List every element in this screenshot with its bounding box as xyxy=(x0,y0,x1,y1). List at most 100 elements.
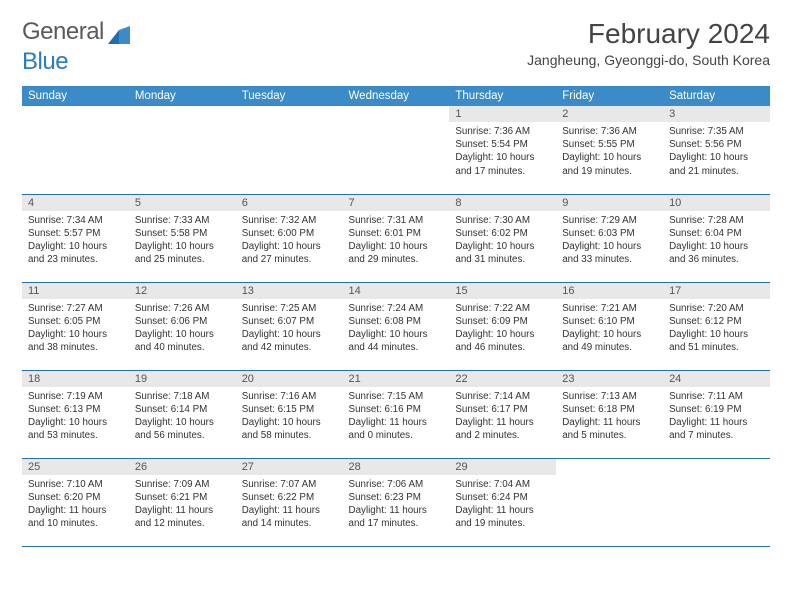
calendar-day-cell xyxy=(343,106,450,194)
day-number: 20 xyxy=(236,371,343,387)
calendar-day-cell: 2Sunrise: 7:36 AMSunset: 5:55 PMDaylight… xyxy=(556,106,663,194)
calendar-day-cell xyxy=(129,106,236,194)
calendar-day-cell: 6Sunrise: 7:32 AMSunset: 6:00 PMDaylight… xyxy=(236,194,343,282)
day-number: 9 xyxy=(556,195,663,211)
day-number: 24 xyxy=(663,371,770,387)
logo-icon xyxy=(108,23,130,41)
day-details: Sunrise: 7:15 AMSunset: 6:16 PMDaylight:… xyxy=(343,387,450,447)
day-number: 29 xyxy=(449,459,556,475)
day-details: Sunrise: 7:25 AMSunset: 6:07 PMDaylight:… xyxy=(236,299,343,359)
calendar-week-row: 11Sunrise: 7:27 AMSunset: 6:05 PMDayligh… xyxy=(22,282,770,370)
day-number: 8 xyxy=(449,195,556,211)
day-details: Sunrise: 7:07 AMSunset: 6:22 PMDaylight:… xyxy=(236,475,343,535)
day-number: 19 xyxy=(129,371,236,387)
calendar-header-row: SundayMondayTuesdayWednesdayThursdayFrid… xyxy=(22,86,770,106)
day-details: Sunrise: 7:36 AMSunset: 5:54 PMDaylight:… xyxy=(449,122,556,182)
logo-text-b: Blue xyxy=(22,48,68,76)
day-number: 10 xyxy=(663,195,770,211)
calendar-day-cell: 22Sunrise: 7:14 AMSunset: 6:17 PMDayligh… xyxy=(449,370,556,458)
day-number: 3 xyxy=(663,106,770,122)
calendar-week-row: 18Sunrise: 7:19 AMSunset: 6:13 PMDayligh… xyxy=(22,370,770,458)
day-details: Sunrise: 7:09 AMSunset: 6:21 PMDaylight:… xyxy=(129,475,236,535)
day-details: Sunrise: 7:20 AMSunset: 6:12 PMDaylight:… xyxy=(663,299,770,359)
day-details: Sunrise: 7:19 AMSunset: 6:13 PMDaylight:… xyxy=(22,387,129,447)
day-number: 15 xyxy=(449,283,556,299)
calendar-day-cell: 3Sunrise: 7:35 AMSunset: 5:56 PMDaylight… xyxy=(663,106,770,194)
day-details: Sunrise: 7:33 AMSunset: 5:58 PMDaylight:… xyxy=(129,211,236,271)
calendar-week-row: 1Sunrise: 7:36 AMSunset: 5:54 PMDaylight… xyxy=(22,106,770,194)
day-details: Sunrise: 7:24 AMSunset: 6:08 PMDaylight:… xyxy=(343,299,450,359)
day-details: Sunrise: 7:26 AMSunset: 6:06 PMDaylight:… xyxy=(129,299,236,359)
day-number: 21 xyxy=(343,371,450,387)
calendar-day-cell: 16Sunrise: 7:21 AMSunset: 6:10 PMDayligh… xyxy=(556,282,663,370)
day-details: Sunrise: 7:18 AMSunset: 6:14 PMDaylight:… xyxy=(129,387,236,447)
calendar-day-cell: 29Sunrise: 7:04 AMSunset: 6:24 PMDayligh… xyxy=(449,458,556,546)
day-details: Sunrise: 7:22 AMSunset: 6:09 PMDaylight:… xyxy=(449,299,556,359)
location-text: Jangheung, Gyeonggi-do, South Korea xyxy=(527,52,770,68)
weekday-header: Monday xyxy=(129,86,236,106)
logo: General xyxy=(22,18,130,46)
day-details: Sunrise: 7:30 AMSunset: 6:02 PMDaylight:… xyxy=(449,211,556,271)
calendar-day-cell: 28Sunrise: 7:06 AMSunset: 6:23 PMDayligh… xyxy=(343,458,450,546)
day-number: 14 xyxy=(343,283,450,299)
day-details: Sunrise: 7:13 AMSunset: 6:18 PMDaylight:… xyxy=(556,387,663,447)
title-block: February 2024 Jangheung, Gyeonggi-do, So… xyxy=(527,18,770,68)
calendar-day-cell xyxy=(663,458,770,546)
day-details: Sunrise: 7:10 AMSunset: 6:20 PMDaylight:… xyxy=(22,475,129,535)
calendar-day-cell: 20Sunrise: 7:16 AMSunset: 6:15 PMDayligh… xyxy=(236,370,343,458)
calendar-day-cell xyxy=(556,458,663,546)
calendar-day-cell: 19Sunrise: 7:18 AMSunset: 6:14 PMDayligh… xyxy=(129,370,236,458)
day-number: 17 xyxy=(663,283,770,299)
calendar-day-cell: 24Sunrise: 7:11 AMSunset: 6:19 PMDayligh… xyxy=(663,370,770,458)
calendar-day-cell: 23Sunrise: 7:13 AMSunset: 6:18 PMDayligh… xyxy=(556,370,663,458)
day-number: 11 xyxy=(22,283,129,299)
day-number: 7 xyxy=(343,195,450,211)
calendar-day-cell: 4Sunrise: 7:34 AMSunset: 5:57 PMDaylight… xyxy=(22,194,129,282)
day-details: Sunrise: 7:14 AMSunset: 6:17 PMDaylight:… xyxy=(449,387,556,447)
calendar-day-cell: 25Sunrise: 7:10 AMSunset: 6:20 PMDayligh… xyxy=(22,458,129,546)
calendar-week-row: 25Sunrise: 7:10 AMSunset: 6:20 PMDayligh… xyxy=(22,458,770,546)
calendar-day-cell: 10Sunrise: 7:28 AMSunset: 6:04 PMDayligh… xyxy=(663,194,770,282)
day-number: 1 xyxy=(449,106,556,122)
day-number: 5 xyxy=(129,195,236,211)
day-number: 27 xyxy=(236,459,343,475)
day-details: Sunrise: 7:04 AMSunset: 6:24 PMDaylight:… xyxy=(449,475,556,535)
day-number: 6 xyxy=(236,195,343,211)
day-number: 23 xyxy=(556,371,663,387)
day-number: 28 xyxy=(343,459,450,475)
weekday-header: Sunday xyxy=(22,86,129,106)
calendar-day-cell: 1Sunrise: 7:36 AMSunset: 5:54 PMDaylight… xyxy=(449,106,556,194)
calendar-day-cell: 8Sunrise: 7:30 AMSunset: 6:02 PMDaylight… xyxy=(449,194,556,282)
weekday-header: Thursday xyxy=(449,86,556,106)
day-number: 26 xyxy=(129,459,236,475)
month-title: February 2024 xyxy=(527,18,770,50)
calendar-day-cell: 5Sunrise: 7:33 AMSunset: 5:58 PMDaylight… xyxy=(129,194,236,282)
day-details: Sunrise: 7:35 AMSunset: 5:56 PMDaylight:… xyxy=(663,122,770,182)
calendar-day-cell: 13Sunrise: 7:25 AMSunset: 6:07 PMDayligh… xyxy=(236,282,343,370)
day-number: 13 xyxy=(236,283,343,299)
calendar-body: 1Sunrise: 7:36 AMSunset: 5:54 PMDaylight… xyxy=(22,106,770,546)
day-details: Sunrise: 7:34 AMSunset: 5:57 PMDaylight:… xyxy=(22,211,129,271)
weekday-header: Tuesday xyxy=(236,86,343,106)
calendar-day-cell: 11Sunrise: 7:27 AMSunset: 6:05 PMDayligh… xyxy=(22,282,129,370)
day-details: Sunrise: 7:36 AMSunset: 5:55 PMDaylight:… xyxy=(556,122,663,182)
calendar-table: SundayMondayTuesdayWednesdayThursdayFrid… xyxy=(22,86,770,547)
day-details: Sunrise: 7:11 AMSunset: 6:19 PMDaylight:… xyxy=(663,387,770,447)
day-details: Sunrise: 7:16 AMSunset: 6:15 PMDaylight:… xyxy=(236,387,343,447)
calendar-day-cell: 21Sunrise: 7:15 AMSunset: 6:16 PMDayligh… xyxy=(343,370,450,458)
day-details: Sunrise: 7:31 AMSunset: 6:01 PMDaylight:… xyxy=(343,211,450,271)
calendar-day-cell: 9Sunrise: 7:29 AMSunset: 6:03 PMDaylight… xyxy=(556,194,663,282)
calendar-week-row: 4Sunrise: 7:34 AMSunset: 5:57 PMDaylight… xyxy=(22,194,770,282)
weekday-header: Wednesday xyxy=(343,86,450,106)
day-details: Sunrise: 7:21 AMSunset: 6:10 PMDaylight:… xyxy=(556,299,663,359)
day-details: Sunrise: 7:29 AMSunset: 6:03 PMDaylight:… xyxy=(556,211,663,271)
calendar-day-cell: 27Sunrise: 7:07 AMSunset: 6:22 PMDayligh… xyxy=(236,458,343,546)
day-number: 2 xyxy=(556,106,663,122)
logo-text-a: General xyxy=(22,18,104,46)
day-details: Sunrise: 7:32 AMSunset: 6:00 PMDaylight:… xyxy=(236,211,343,271)
day-number: 4 xyxy=(22,195,129,211)
calendar-day-cell: 14Sunrise: 7:24 AMSunset: 6:08 PMDayligh… xyxy=(343,282,450,370)
calendar-day-cell: 26Sunrise: 7:09 AMSunset: 6:21 PMDayligh… xyxy=(129,458,236,546)
calendar-day-cell: 15Sunrise: 7:22 AMSunset: 6:09 PMDayligh… xyxy=(449,282,556,370)
day-number: 18 xyxy=(22,371,129,387)
